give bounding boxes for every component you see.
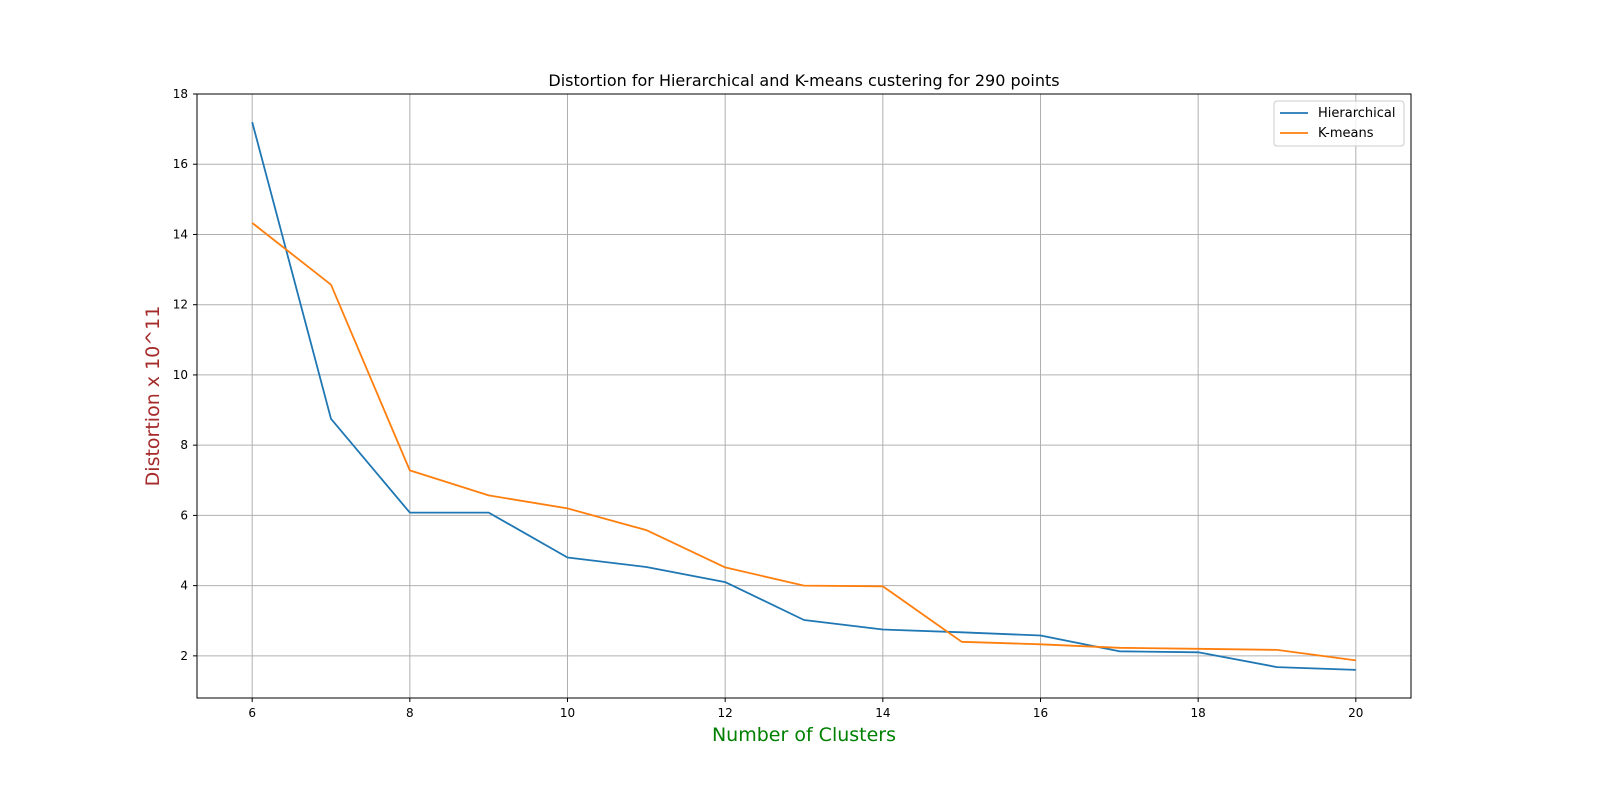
y-tick-label: 16 bbox=[173, 157, 188, 171]
y-tick-label: 6 bbox=[180, 508, 188, 522]
x-tick-label: 20 bbox=[1348, 706, 1363, 720]
y-tick-label: 8 bbox=[180, 438, 188, 452]
series-line-hierarchical bbox=[251, 121, 1356, 671]
x-tick-label: 12 bbox=[718, 706, 733, 720]
y-tick-label: 2 bbox=[180, 649, 188, 663]
y-tick-label: 18 bbox=[173, 87, 188, 101]
legend-label: Hierarchical bbox=[1318, 106, 1395, 121]
x-tick-label: 16 bbox=[1033, 706, 1048, 720]
plot-frame bbox=[196, 93, 1412, 699]
x-tick-label: 10 bbox=[560, 706, 575, 720]
x-tick-label: 8 bbox=[406, 706, 414, 720]
chart-title: Distortion for Hierarchical and K-means … bbox=[548, 71, 1059, 90]
y-axis-ticks: 2 4 6 8 10 12 14 16 18 bbox=[173, 87, 197, 663]
series-lines bbox=[251, 121, 1356, 671]
y-axis-label: Distortion x 10^11 bbox=[142, 306, 164, 487]
x-axis-label: Number of Clusters bbox=[712, 724, 896, 746]
legend-label: K-means bbox=[1318, 126, 1374, 141]
x-tick-label: 14 bbox=[875, 706, 890, 720]
series-line-k-means bbox=[251, 222, 1356, 662]
legend: Hierarchical K-means bbox=[1273, 100, 1405, 147]
y-tick-label: 4 bbox=[180, 579, 188, 593]
x-axis-ticks: 6 8 10 12 14 16 18 20 bbox=[248, 698, 1363, 720]
y-tick-label: 12 bbox=[173, 298, 188, 312]
x-tick-label: 18 bbox=[1191, 706, 1206, 720]
x-tick-label: 6 bbox=[248, 706, 256, 720]
y-tick-label: 14 bbox=[173, 227, 188, 241]
y-tick-label: 10 bbox=[173, 368, 188, 382]
